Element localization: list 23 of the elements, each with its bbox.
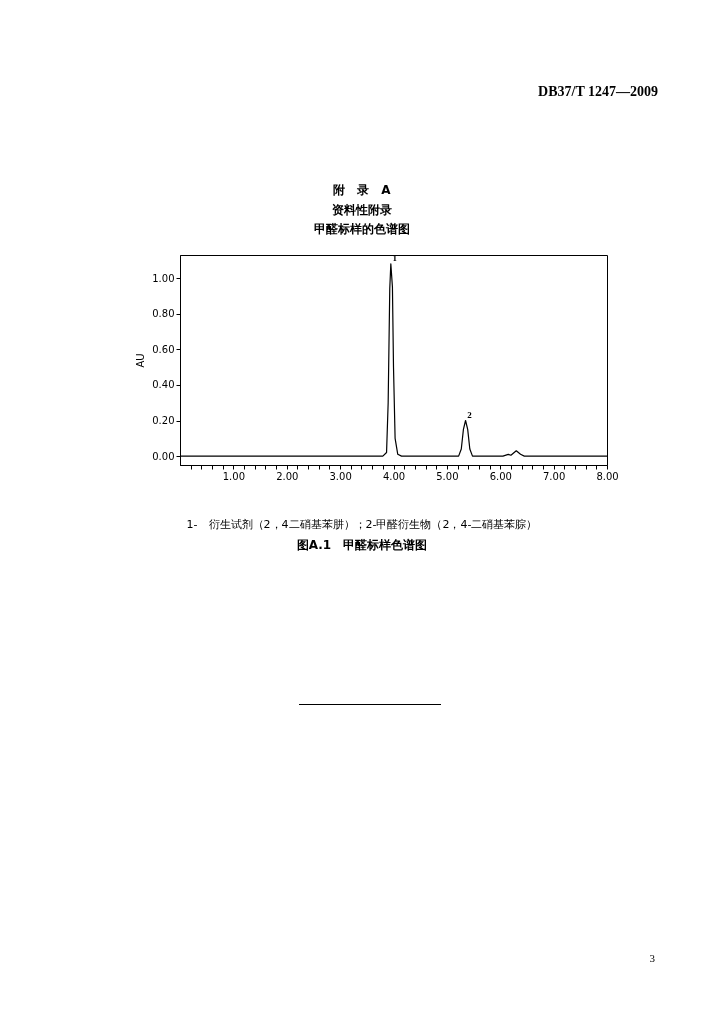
chart-subtitle: 资料性附录: [331, 202, 393, 219]
annotation: 2: [467, 409, 473, 420]
y-tick-label: 0.80: [152, 308, 175, 320]
y-axis-title: AU: [135, 353, 147, 368]
y-tick-label: 0.60: [152, 343, 175, 355]
x-tick-label: 8.00: [596, 470, 619, 482]
x-tick-label: 3.00: [329, 470, 352, 482]
text: 3: [649, 952, 655, 964]
text: 图A.1 甲醛标样色谱图: [295, 537, 429, 554]
text: DB37/T 1247—2009: [538, 84, 658, 100]
y-tick-label: 0.20: [152, 415, 175, 427]
x-tick-label: 4.00: [382, 470, 406, 482]
x-tick-label: 7.00: [542, 470, 566, 482]
text: 1- 衍生试剂（2，4二硝基苯肼）；2-甲醛衍生物（2，4-二硝基苯腙）: [185, 517, 539, 532]
x-tick-label: 5.00: [436, 470, 459, 482]
y-tick-label: 0.00: [152, 450, 175, 462]
y-tick-label: 1.00: [152, 272, 175, 284]
text: 附 录 A: [332, 182, 392, 199]
chart-title: 甲醛标样的色谱图: [313, 221, 411, 238]
x-tick-label: 2.00: [276, 470, 299, 482]
x-tick-label: 6.00: [489, 470, 512, 482]
y-tick-label: 0.40: [152, 379, 175, 391]
x-tick-label: 1.00: [222, 470, 246, 482]
